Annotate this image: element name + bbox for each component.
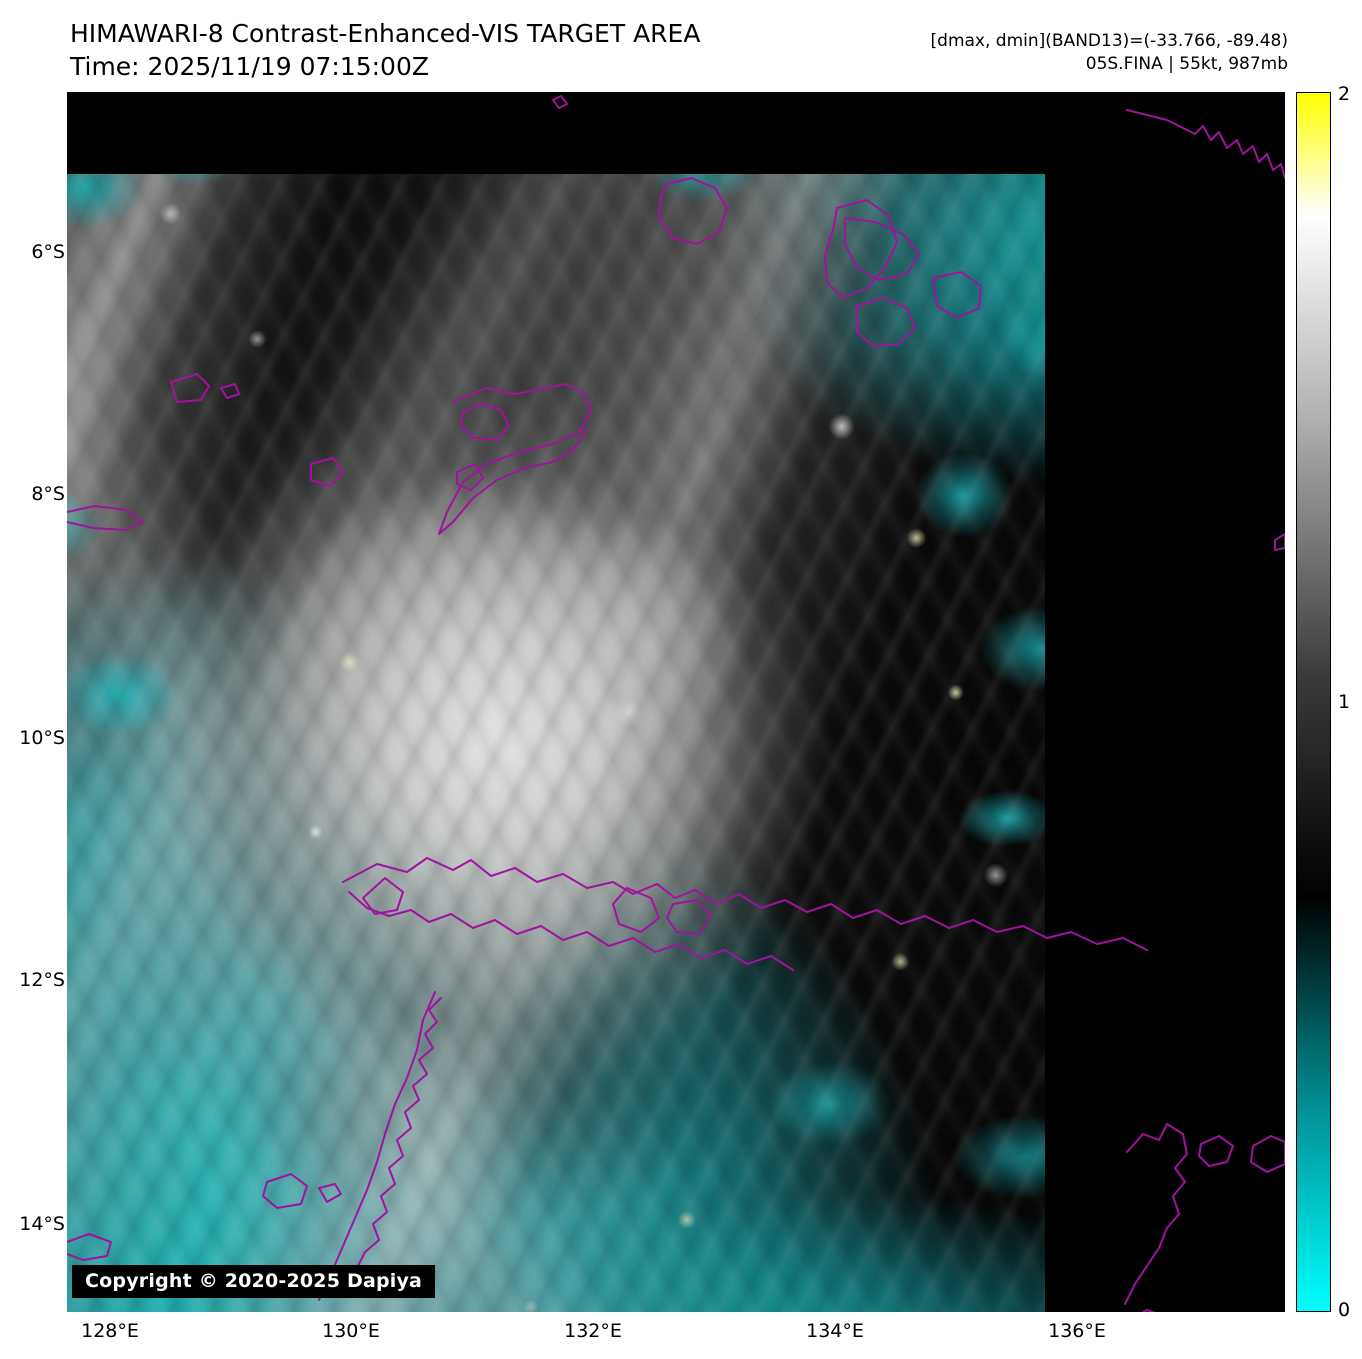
coastline-aru-east xyxy=(1198,1135,1234,1167)
timestamp-line: Time: 2025/11/19 07:15:00Z xyxy=(70,51,429,81)
y-tick-label-6s: 6°S xyxy=(31,241,65,263)
coastline-islet-l xyxy=(1274,533,1285,551)
haze-blend-layer xyxy=(67,174,1045,1312)
coastline-new-guinea xyxy=(1126,109,1285,179)
storm-info-annotation: 05S.FINA | 55kt, 987mb xyxy=(1085,54,1288,75)
satellite-data-swath xyxy=(67,174,1045,1312)
x-tick-label-130e: 130°E xyxy=(322,1320,380,1342)
coastline-islet-a xyxy=(552,95,568,109)
dmax-dmin-annotation: [dmax, dmin](BAND13)=(-33.766, -89.48) xyxy=(930,31,1288,51)
colorbar[interactable]: 2 1 0 xyxy=(1296,83,1350,1321)
colorbar-tick-1: 1 xyxy=(1338,691,1351,713)
copyright-watermark: Copyright © 2020-2025 Dapiya xyxy=(72,1265,436,1298)
x-tick-label-134e: 134°E xyxy=(806,1320,864,1342)
y-tick-label-14s: 14°S xyxy=(19,1213,65,1235)
page-title: HIMAWARI-8 Contrast-Enhanced-VIS TARGET … xyxy=(70,19,701,48)
x-tick-label-136e: 136°E xyxy=(1048,1320,1106,1342)
coastline-aru xyxy=(1124,1123,1188,1305)
y-tick-label-8s: 8°S xyxy=(31,483,65,505)
y-tick-label-12s: 12°S xyxy=(19,969,65,991)
y-tick-label-10s: 10°S xyxy=(19,727,65,749)
satellite-image-plot[interactable]: Copyright © 2020-2025 Dapiya xyxy=(67,92,1285,1312)
x-tick-label-128e: 128°E xyxy=(81,1320,139,1342)
x-tick-label-132e: 132°E xyxy=(564,1320,622,1342)
coastline-kai xyxy=(1250,1135,1285,1173)
colorbar-tick-0: 0 xyxy=(1338,1299,1351,1321)
annotation-block: [dmax, dmin](BAND13)=(-33.766, -89.48) 0… xyxy=(931,30,1288,77)
coastline-babar xyxy=(1141,1309,1156,1312)
colorbar-gradient xyxy=(1296,92,1331,1312)
plot-title-block: HIMAWARI-8 Contrast-Enhanced-VIS TARGET … xyxy=(70,18,700,83)
colorbar-tick-2: 2 xyxy=(1338,83,1351,105)
